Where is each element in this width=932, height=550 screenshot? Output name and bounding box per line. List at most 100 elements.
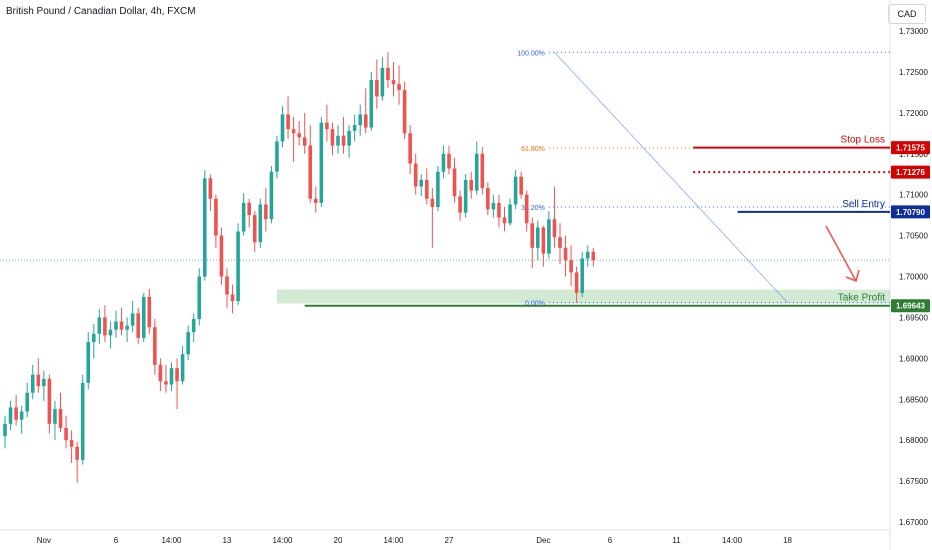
candle-body: [508, 204, 512, 224]
candle-body: [119, 321, 124, 330]
candle-body: [247, 202, 251, 216]
candle-body: [391, 80, 396, 85]
candle-body: [319, 122, 324, 203]
y-tick-label: 1.70500: [899, 232, 928, 241]
x-tick-label: 6: [114, 536, 119, 545]
candle-body: [352, 125, 357, 131]
candle-body: [524, 194, 529, 224]
candle-body: [258, 204, 263, 243]
candle-body: [291, 129, 296, 134]
candle-body: [125, 325, 129, 330]
x-tick-label: Dec: [536, 536, 550, 545]
candle-body: [558, 237, 562, 248]
candle-body: [563, 247, 568, 261]
candle-body: [197, 276, 202, 320]
candle-body: [153, 327, 157, 365]
price-tag-label: 1.71575: [896, 144, 925, 153]
candle-body: [280, 114, 285, 142]
candle-body: [480, 153, 485, 189]
y-tick-label: 1.72000: [899, 109, 928, 118]
candle-body: [474, 153, 479, 191]
candle-body: [30, 374, 35, 393]
price-tag-bg: [891, 299, 930, 313]
candle-body: [336, 135, 340, 146]
candle-body: [363, 114, 368, 128]
x-tick-label: 18: [783, 536, 792, 545]
candle-body: [330, 129, 335, 146]
candle-body: [580, 258, 584, 293]
price-tag-bg: [891, 205, 930, 219]
y-tick-label: 1.72500: [899, 68, 928, 77]
candle-body: [436, 171, 440, 207]
projection-arrow: [825, 225, 857, 282]
candle-body: [413, 163, 418, 187]
price-tag-bg: [891, 141, 930, 155]
candle-body: [402, 89, 407, 134]
candle-body: [269, 171, 274, 220]
price-tag-label: 1.69643: [896, 302, 925, 311]
candle-body: [502, 217, 507, 224]
candle-body: [203, 178, 207, 277]
candle-body: [8, 407, 13, 424]
candle-body: [286, 114, 290, 130]
candle-body: [458, 196, 462, 213]
candle-body: [408, 133, 412, 164]
candle-body: [53, 409, 57, 424]
y-tick-label: 1.71000: [899, 191, 928, 200]
x-tick-label: 20: [334, 536, 343, 545]
candle-body: [497, 202, 501, 218]
y-tick-label: 1.69500: [899, 313, 928, 322]
candle-body: [108, 329, 113, 336]
price-tag-bg: [891, 165, 930, 179]
trade-level-name: Stop Loss: [841, 135, 885, 146]
candle-body: [69, 440, 74, 447]
fib-trendline: [554, 52, 788, 303]
candle-body: [375, 80, 379, 97]
candle-body: [180, 354, 185, 382]
x-tick-label: 14:00: [383, 536, 404, 545]
candle-body: [97, 317, 102, 334]
candle-body: [430, 198, 435, 207]
candle-body: [3, 423, 7, 437]
candle-body: [164, 381, 168, 385]
x-tick-label: Nov: [37, 536, 51, 545]
candle-body: [47, 378, 52, 424]
candle-body: [341, 135, 346, 146]
candle-body: [530, 223, 535, 248]
candle-body: [591, 251, 596, 261]
candle-body: [297, 133, 301, 138]
candle-body: [103, 317, 107, 336]
candle-body: [547, 219, 551, 254]
candle-body: [380, 67, 385, 97]
x-tick-label: 13: [223, 536, 232, 545]
candle-body: [314, 198, 318, 203]
candle-body: [469, 179, 473, 191]
y-tick-label: 1.67500: [899, 477, 928, 486]
candle-body: [519, 176, 523, 195]
candle-body: [325, 122, 329, 130]
x-tick-label: 27: [445, 536, 454, 545]
candle-body: [92, 333, 96, 342]
candle-body: [513, 176, 518, 205]
currency-button[interactable]: CAD: [888, 4, 926, 24]
candle-body: [574, 272, 579, 293]
candle-body: [541, 227, 546, 254]
candle-body: [186, 332, 190, 355]
y-tick-label: 1.73000: [899, 27, 928, 36]
candle-body: [308, 145, 313, 199]
candle-body: [230, 294, 235, 302]
candle-body: [158, 364, 163, 382]
fib-level-label: 100.00%: [517, 50, 545, 57]
candle-body: [80, 382, 85, 460]
candle-body: [386, 67, 390, 81]
candle-body: [147, 296, 152, 328]
fib-level-label: 0.00%: [525, 301, 545, 308]
candle-body: [569, 260, 573, 273]
candle-body: [536, 227, 540, 248]
x-tick-label: 14:00: [272, 536, 293, 545]
candle-body: [302, 137, 307, 146]
candle-body: [19, 411, 24, 420]
candle-body: [225, 276, 229, 295]
x-tick-label: 11: [672, 536, 681, 545]
